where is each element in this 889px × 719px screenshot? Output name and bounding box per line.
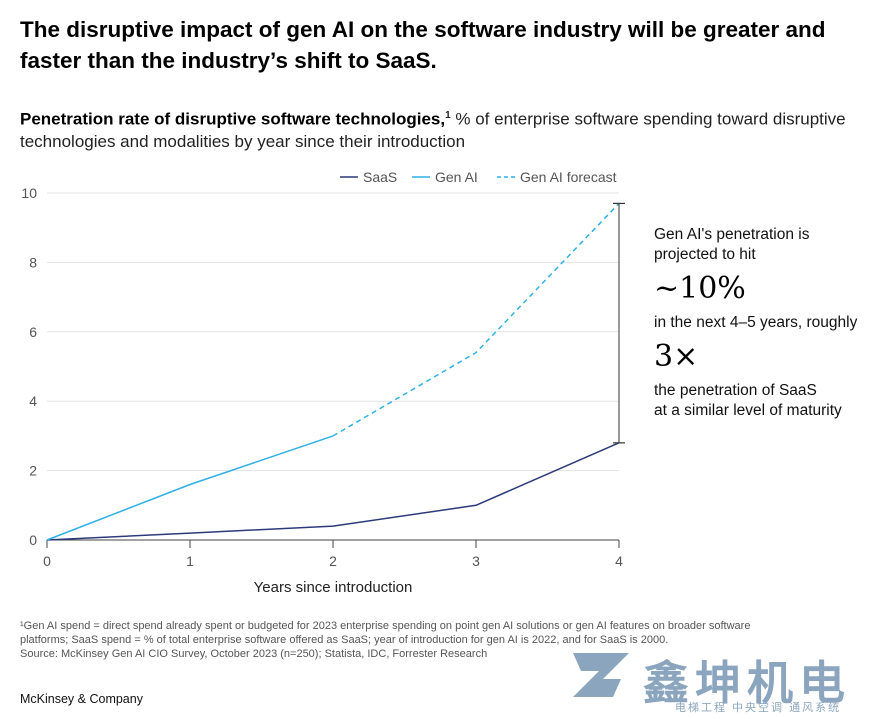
legend-label-gen-ai: Gen AI: [435, 169, 478, 185]
watermark-subtext: 电梯工程 中央空调 通风系统: [675, 702, 842, 714]
callout-line-2: projected to hit: [654, 246, 756, 263]
footnote: ¹Gen AI spend = direct spend already spe…: [20, 619, 840, 661]
series-line-gen-ai-forecast: [332, 202, 620, 437]
headline: The disruptive impact of gen AI on the s…: [20, 14, 880, 76]
x-tick-label-3: 3: [472, 553, 480, 569]
chart-subtitle: Penetration rate of disruptive software …: [20, 105, 870, 153]
watermark-logo-icon: [573, 653, 629, 697]
line-chart: 0 2 4 6 8 10 0 1 2 3 4 Years since introduction SaaS…: [21, 169, 625, 596]
legend-label-gen-ai-forecast: Gen AI forecast: [520, 169, 617, 185]
x-tick-label-1: 1: [186, 553, 194, 569]
watermark: 鑫坤机电 电梯工程 中央空调 通风系统: [565, 645, 885, 717]
callout-line-5: at a similar level of maturity: [654, 402, 842, 419]
footnote-line-2: platforms; SaaS spend = % of total enter…: [20, 634, 669, 646]
callout-line-3: in the next 4–5 years, roughly: [654, 314, 858, 331]
x-axis-title: Years since introduction: [254, 579, 413, 596]
callout-line-1: Gen AI's penetration is: [654, 226, 810, 243]
legend-label-saas: SaaS: [363, 169, 397, 185]
y-tick-label-10: 10: [21, 185, 37, 201]
y-tick-label-8: 8: [29, 254, 37, 270]
x-tick-label-2: 2: [329, 553, 337, 569]
y-tick-label-2: 2: [29, 463, 37, 479]
callout-line-4: the penetration of SaaS: [654, 382, 817, 399]
footnote-line-1: ¹Gen AI spend = direct spend already spe…: [20, 620, 751, 632]
headline-line-2: faster than the industry’s shift to SaaS…: [20, 48, 437, 73]
subtitle-bold: Penetration rate of disruptive software …: [20, 109, 446, 129]
y-tick-label-4: 4: [29, 393, 37, 409]
y-tick-label-0: 0: [29, 532, 37, 548]
series-line-saas: [46, 442, 620, 541]
x-tick-label-4: 4: [615, 553, 623, 569]
y-tick-label-6: 6: [29, 324, 37, 340]
x-tick-label-0: 0: [43, 553, 51, 569]
callout: Gen AI's penetration is projected to hit…: [654, 225, 884, 421]
brand-footer: McKinsey & Company: [20, 692, 143, 706]
callout-big-multiple: 3×: [654, 339, 699, 374]
watermark-text: 鑫坤机电: [643, 656, 851, 710]
series-line-gen-ai: [46, 435, 334, 541]
source-line: Source: McKinsey Gen AI CIO Survey, Octo…: [20, 648, 488, 660]
footnote-marker: 1: [445, 110, 451, 121]
headline-line-1: The disruptive impact of gen AI on the s…: [20, 17, 826, 42]
callout-big-percent: ~10%: [654, 271, 746, 306]
subtitle-rest: % of enterprise software spending toward…: [20, 109, 846, 151]
